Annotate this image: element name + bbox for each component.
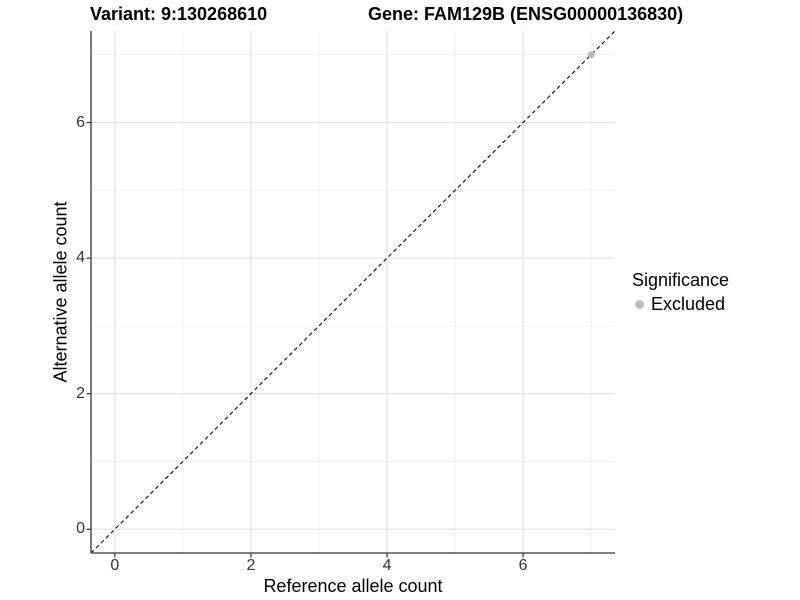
legend-entries: Excluded bbox=[632, 294, 729, 314]
legend: Significance Excluded bbox=[632, 270, 729, 314]
y-tick-label: 4 bbox=[76, 249, 85, 267]
y-tick-label: 2 bbox=[76, 384, 85, 402]
x-tick-label: 0 bbox=[110, 557, 120, 574]
y-tick-label: 0 bbox=[76, 520, 85, 538]
plot-title-gene: Gene: FAM129B (ENSG00000136830) bbox=[368, 4, 684, 24]
y-axis-title: Alternative allele count bbox=[50, 201, 71, 383]
legend-entry: Excluded bbox=[632, 294, 729, 314]
data-point bbox=[587, 51, 595, 59]
x-tick-label: 4 bbox=[382, 557, 392, 574]
x-tick-label: 2 bbox=[246, 557, 256, 574]
identity-reference-line bbox=[90, 30, 616, 554]
legend-entry-label: Excluded bbox=[651, 293, 726, 314]
y-tick-label: 6 bbox=[76, 113, 85, 131]
plot-title-variant: Variant: 9:130268610 bbox=[90, 4, 268, 24]
x-axis-title: Reference allele count bbox=[263, 576, 443, 596]
legend-title: Significance bbox=[632, 270, 730, 290]
x-tick-label: 6 bbox=[518, 557, 528, 574]
legend-point-icon bbox=[635, 299, 644, 309]
